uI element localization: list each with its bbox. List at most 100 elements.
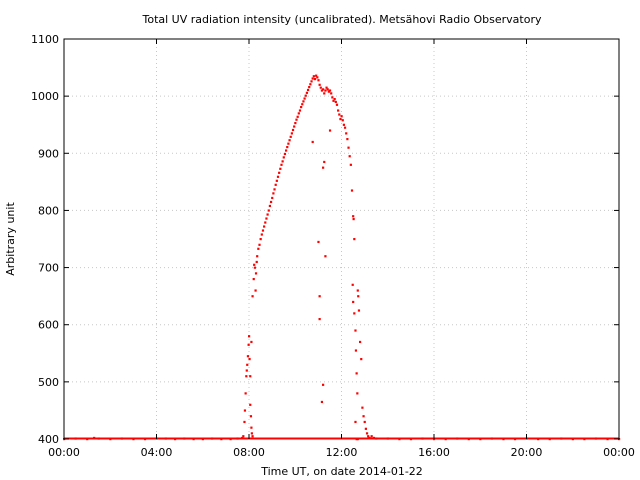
data-point <box>291 128 295 132</box>
data-point <box>353 238 356 241</box>
data-point <box>367 435 370 438</box>
data-point <box>312 75 315 78</box>
data-point <box>313 78 317 81</box>
data-point <box>318 318 321 321</box>
data-point <box>293 125 296 128</box>
data-point <box>249 375 252 378</box>
data-point <box>297 112 300 115</box>
data-point <box>364 427 367 430</box>
data-point <box>318 295 321 298</box>
data-point <box>279 167 282 170</box>
data-point <box>355 372 358 375</box>
data-point <box>354 329 357 332</box>
data-point <box>370 435 373 438</box>
data-point <box>290 132 293 135</box>
data-point <box>273 188 276 191</box>
data-point <box>306 88 310 92</box>
data-point <box>360 358 363 361</box>
data-point <box>327 90 330 93</box>
data-point <box>341 119 344 122</box>
data-point <box>335 103 339 106</box>
data-point <box>272 192 275 195</box>
data-point <box>325 86 328 89</box>
x-tick-label: 16:00 <box>418 446 450 459</box>
data-point <box>282 156 285 159</box>
data-point <box>266 213 269 216</box>
data-point <box>252 278 255 281</box>
data-point <box>309 83 312 86</box>
data-point <box>361 406 364 409</box>
data-point <box>243 420 246 424</box>
x-tick-label: 12:00 <box>326 446 358 459</box>
data-point <box>269 200 273 204</box>
data-point <box>311 140 314 144</box>
data-point <box>246 355 250 358</box>
data-point <box>322 166 325 169</box>
data-point <box>260 233 263 236</box>
data-point <box>243 409 247 412</box>
data-point <box>354 349 358 352</box>
data-point <box>248 358 251 361</box>
data-point <box>356 289 359 292</box>
data-point <box>305 91 309 94</box>
data-point <box>257 247 260 250</box>
data-point <box>343 126 347 129</box>
data-point <box>322 383 325 386</box>
data-point <box>320 400 324 404</box>
data-point <box>268 204 272 208</box>
data-point <box>330 92 333 95</box>
data-point <box>275 179 278 182</box>
data-point <box>258 243 261 246</box>
data-point <box>332 99 335 102</box>
data-point <box>351 283 354 286</box>
data-point <box>347 146 350 149</box>
x-axis-label: Time UT, on date 2014-01-22 <box>260 465 423 478</box>
data-point <box>249 415 253 418</box>
data-point <box>318 83 321 86</box>
data-point <box>359 340 362 344</box>
data-point <box>324 255 327 258</box>
data-point <box>244 392 247 395</box>
y-tick-label: 900 <box>38 147 59 160</box>
data-points <box>63 74 621 441</box>
data-point <box>276 175 280 178</box>
x-tick-label: 00:00 <box>48 446 80 459</box>
data-point <box>242 435 245 438</box>
data-point <box>357 295 360 298</box>
data-point <box>349 163 352 166</box>
data-point <box>317 240 320 244</box>
data-point <box>326 88 329 91</box>
data-point <box>301 103 304 106</box>
data-point <box>322 88 325 91</box>
data-point <box>362 415 365 418</box>
data-point <box>247 343 250 346</box>
x-tick-label: 20:00 <box>511 446 543 459</box>
data-point <box>328 89 332 92</box>
data-point <box>352 300 355 304</box>
data-point <box>271 196 274 200</box>
data-point <box>294 122 297 125</box>
data-point <box>254 289 257 292</box>
data-point <box>303 97 306 100</box>
data-point <box>337 109 340 112</box>
data-point <box>618 438 621 441</box>
data-point <box>342 123 346 126</box>
data-point <box>331 96 334 99</box>
data-point <box>255 260 258 264</box>
data-point <box>300 106 303 109</box>
data-point <box>281 160 284 163</box>
data-point <box>263 225 266 228</box>
data-point <box>339 118 342 121</box>
data-point <box>280 163 283 166</box>
data-point <box>350 189 354 192</box>
data-point <box>302 100 305 103</box>
data-point <box>251 295 254 298</box>
data-point <box>283 152 287 156</box>
y-tick-label: 1000 <box>31 90 59 103</box>
data-point <box>251 435 254 438</box>
data-point <box>352 215 355 218</box>
y-tick-label: 400 <box>38 433 59 446</box>
data-point <box>254 272 258 275</box>
data-point <box>352 218 355 221</box>
data-point <box>259 238 262 241</box>
